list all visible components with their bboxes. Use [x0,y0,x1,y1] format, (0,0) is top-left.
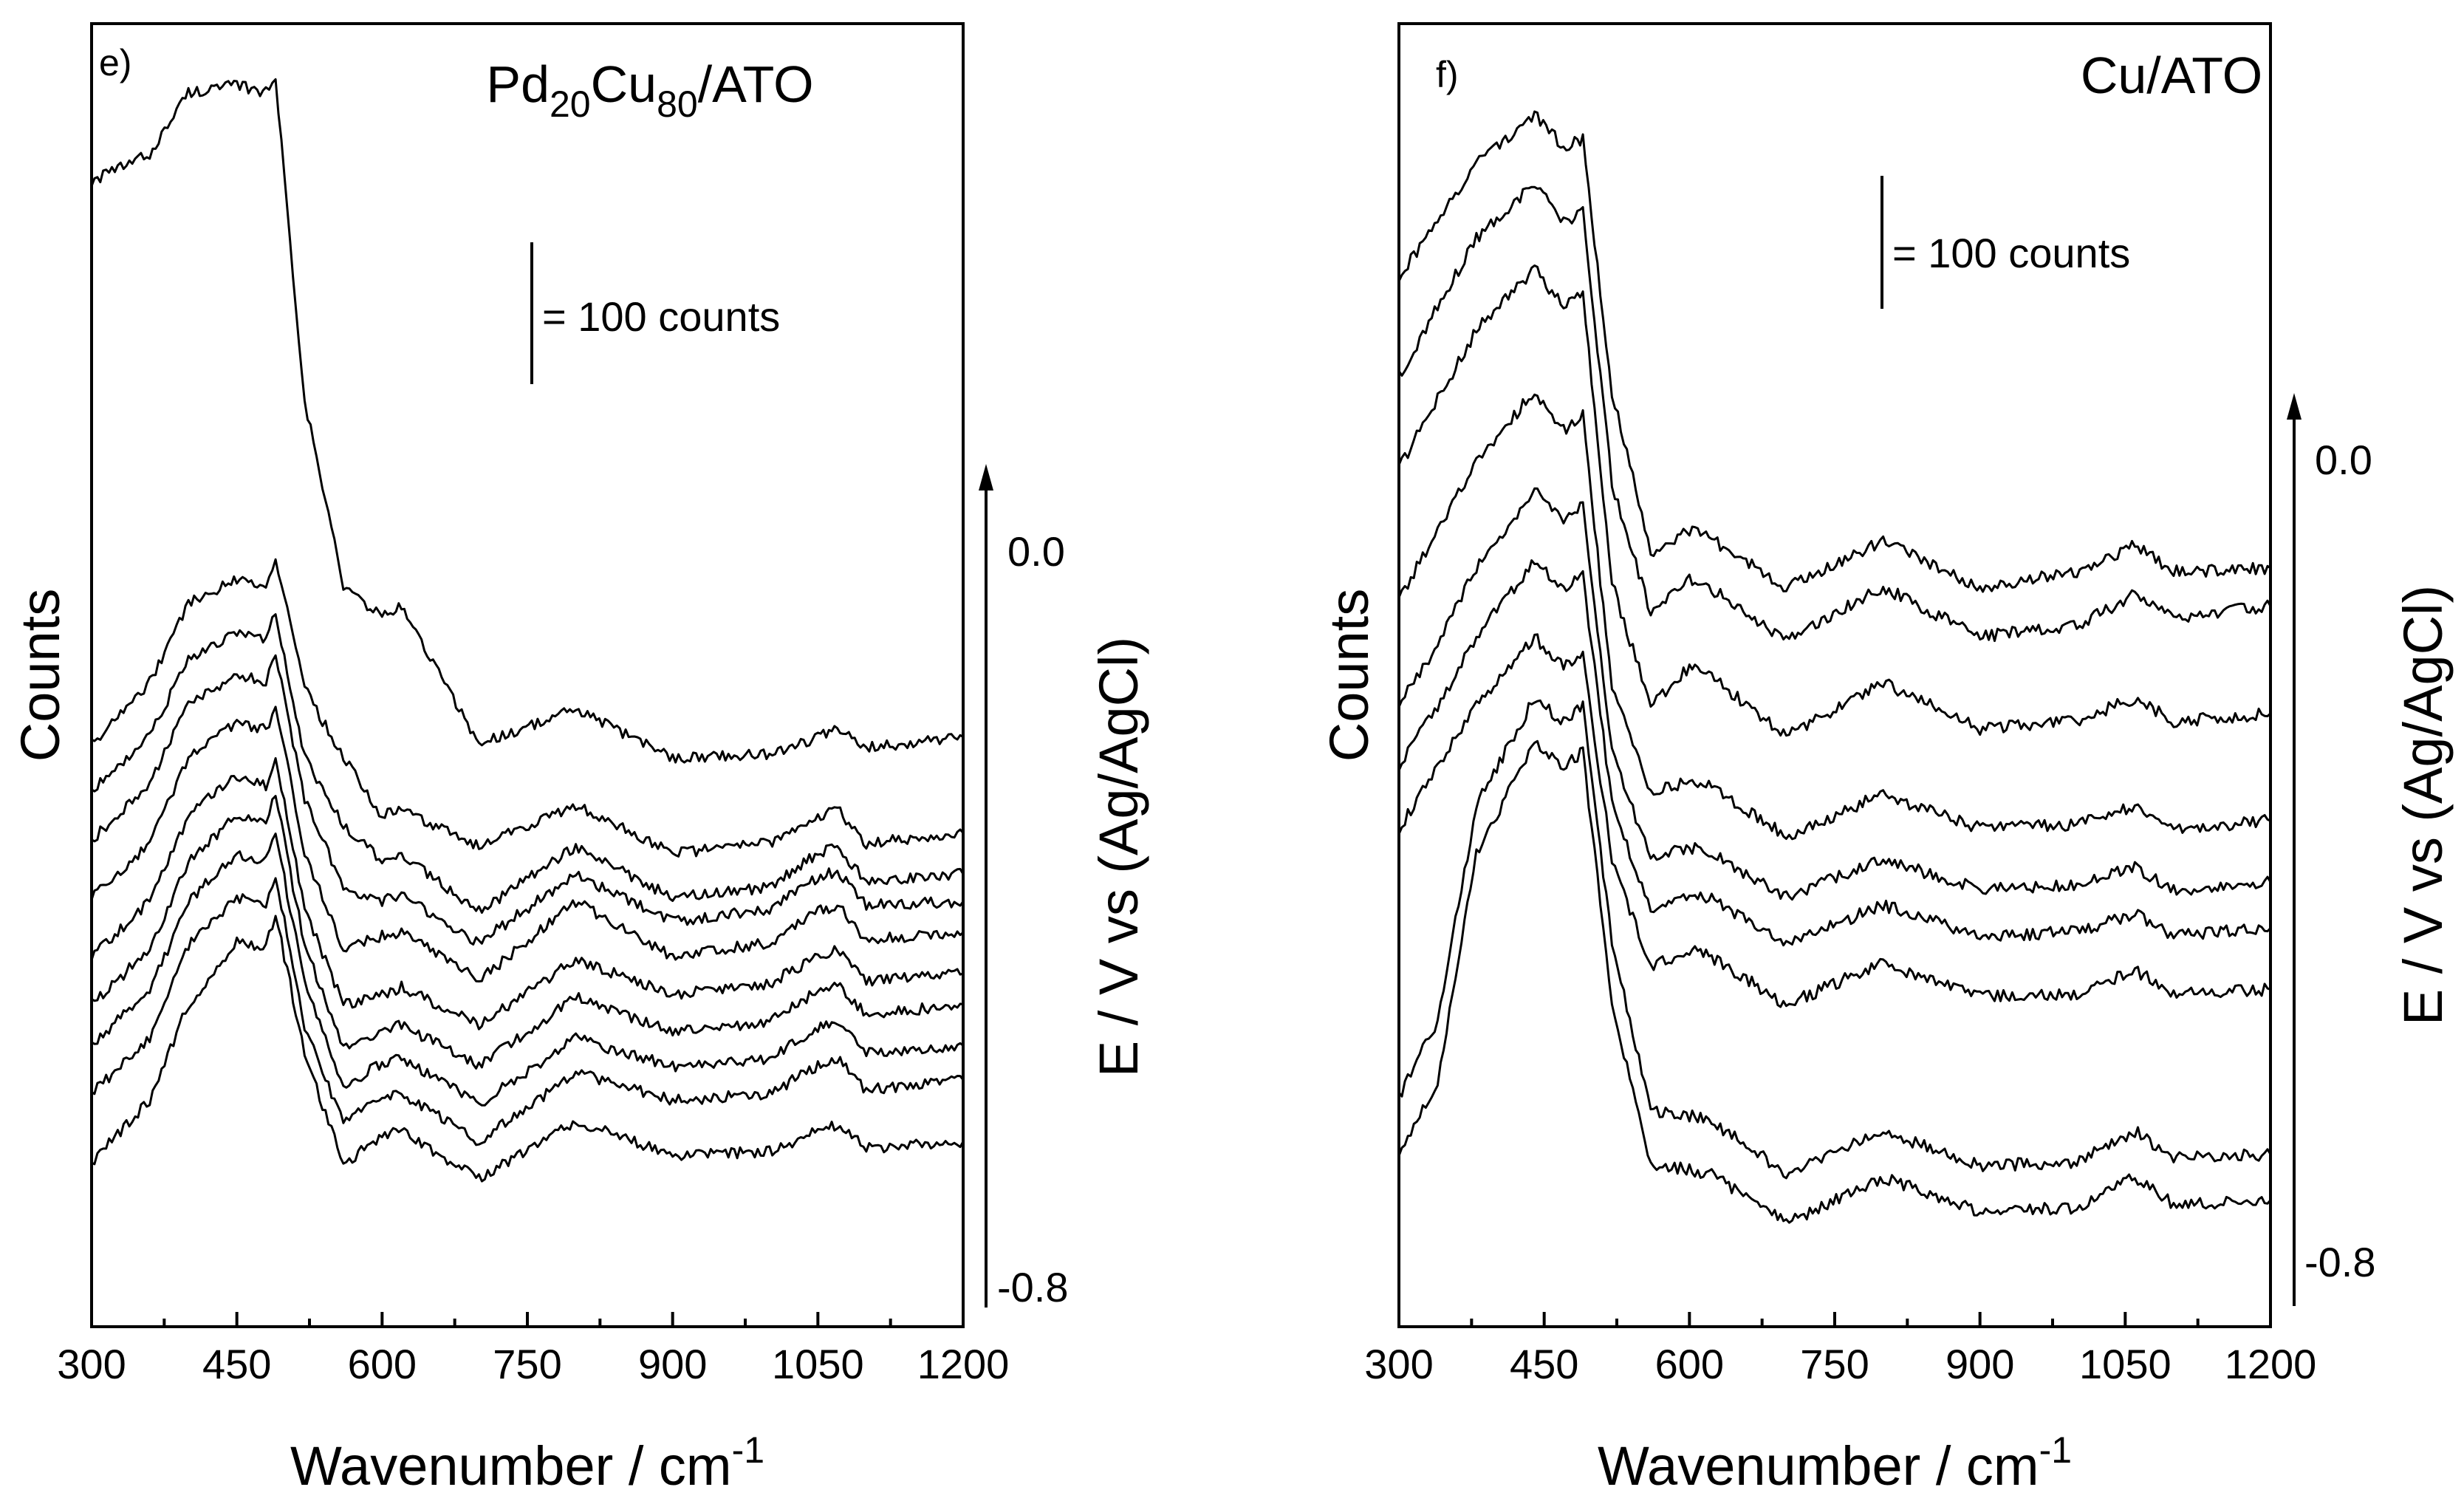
panel-letter: e) [99,42,131,83]
spectrum-line-10 [91,915,965,1183]
potential-arrow-head [979,464,993,490]
panel-label: e) [99,42,131,83]
spectrum-line-4 [91,654,965,946]
spectrum-line-9 [1397,739,2272,1224]
panel-title: Pd20Cu80/ATO [486,55,813,125]
right-axis-title: E / V vs (Ag/AgCl) [2392,585,2454,1025]
scale-bar-label: = 100 counts [1892,230,2130,276]
potential-start-label: 0.0 [1007,528,1065,575]
x-tick-label: 1050 [772,1341,864,1387]
x-tick-label: 600 [348,1341,417,1387]
x-tick-label: 900 [1945,1341,2014,1387]
x-tick-label: 750 [493,1341,561,1387]
x-tick-label: 900 [638,1341,707,1387]
spectrum-line-4 [1397,393,2271,841]
x-axis-ticks: 300 450 600 750 900 1050 1200 [57,1312,1009,1387]
panel-f: 300 450 600 750 900 1050 1200 f) Cu/ATO = 100 … [1318,22,2454,1497]
spectrum-line-5 [1397,487,2272,901]
x-axis-title: Wavenumber / cm-1 [1598,1429,2072,1497]
spectra-group [1397,110,2272,1224]
right-axis-title: E / V vs (Ag/AgCl) [1088,637,1149,1077]
x-tick-label: 750 [1800,1341,1869,1387]
potential-end-label: -0.8 [2304,1239,2376,1285]
x-axis-ticks: 300 450 600 750 900 1050 1200 [1364,1312,2316,1387]
x-tick-label: 1200 [2225,1341,2317,1387]
x-tick-label: 450 [202,1341,271,1387]
spectrum-line-9 [91,877,965,1146]
y-axis-title: Counts [10,589,71,762]
y-axis-title: Counts [1318,589,1380,762]
spectrum-line-7 [91,795,964,1070]
spectrum-line-3 [91,613,965,914]
spectrum-line-3 [1397,264,2272,737]
x-tick-label: 300 [1364,1341,1433,1387]
spectrum-line-6 [1397,559,2272,947]
x-tick-label: 300 [57,1341,126,1387]
plot-frame [90,22,965,1328]
potential-arrow-head [2287,393,2302,420]
spectrum-line-8 [91,833,964,1107]
x-axis-title: Wavenumber / cm-1 [290,1429,764,1497]
potential-start-label: 0.0 [2315,437,2372,483]
panel-e: 300 450 600 750 900 1050 1200 e) Pd20Cu80/ATO … [10,22,1149,1497]
spectrum-line-2 [91,558,965,858]
spectrum-line-7 [1397,633,2271,1008]
x-tick-label: 450 [1510,1341,1578,1387]
scale-bar-label: = 100 counts [542,293,780,340]
x-tick-label: 1200 [917,1341,1010,1387]
x-tick-label: 600 [1655,1341,1724,1387]
spectrum-line-1 [1397,110,2271,593]
spectrum-line-1 [90,78,964,764]
panel-letter: f) [1436,54,1459,95]
spectra-group [90,78,965,1183]
spectrum-line-8 [1397,699,2272,1180]
spectrum-line-6 [90,757,964,1030]
spectrum-line-2 [1397,185,2272,643]
spectrum-line-5 [90,705,964,982]
potential-end-label: -0.8 [997,1264,1069,1310]
panel-title: Cu/ATO [2081,47,2262,104]
x-tick-label: 1050 [2079,1341,2172,1387]
